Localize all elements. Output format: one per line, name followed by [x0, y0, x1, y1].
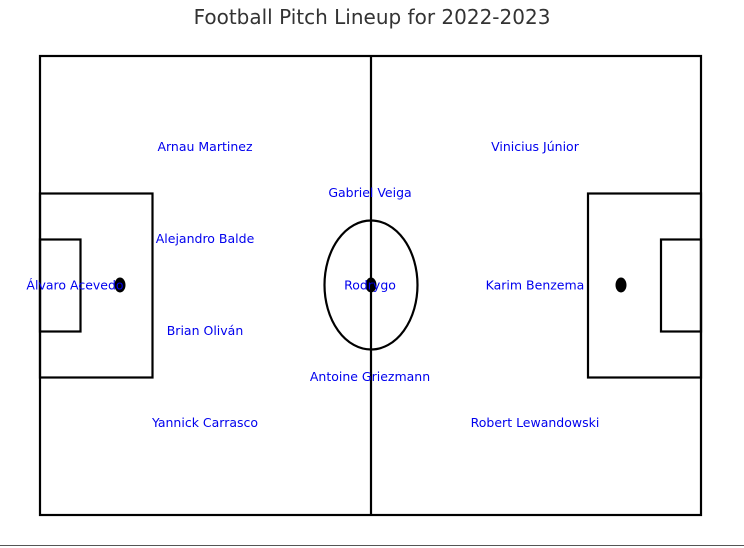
- player-label: Antoine Griezmann: [310, 369, 430, 384]
- player-label: Yannick Carrasco: [151, 415, 258, 430]
- player-labels: Álvaro Acevedo Arnau Martinez Alejandro …: [26, 139, 599, 430]
- player-label: Rodrygo: [344, 278, 396, 293]
- player-label: Robert Lewandowski: [471, 415, 600, 430]
- left-penalty-spot: [114, 277, 126, 293]
- pitch-spots: [114, 277, 627, 293]
- pitch-markings: [38, 54, 703, 517]
- player-label: Alejandro Balde: [156, 231, 255, 246]
- center-spot: [365, 277, 377, 293]
- player-label: Brian Oliván: [167, 323, 244, 338]
- left-goal-area: [38, 238, 82, 333]
- bottom-divider: [0, 545, 744, 546]
- player-label: Vinicius Júnior: [491, 139, 580, 154]
- right-penalty-spot: [615, 277, 627, 293]
- center-circle: [323, 219, 419, 351]
- right-penalty-area: [586, 192, 703, 379]
- right-goal-area: [659, 238, 703, 333]
- page-title: Football Pitch Lineup for 2022-2023: [193, 5, 551, 29]
- player-label: Arnau Martinez: [157, 139, 253, 154]
- player-label: Gabriel Veiga: [328, 185, 411, 200]
- player-label: Karim Benzema: [486, 278, 585, 293]
- player-label: Álvaro Acevedo: [26, 278, 123, 293]
